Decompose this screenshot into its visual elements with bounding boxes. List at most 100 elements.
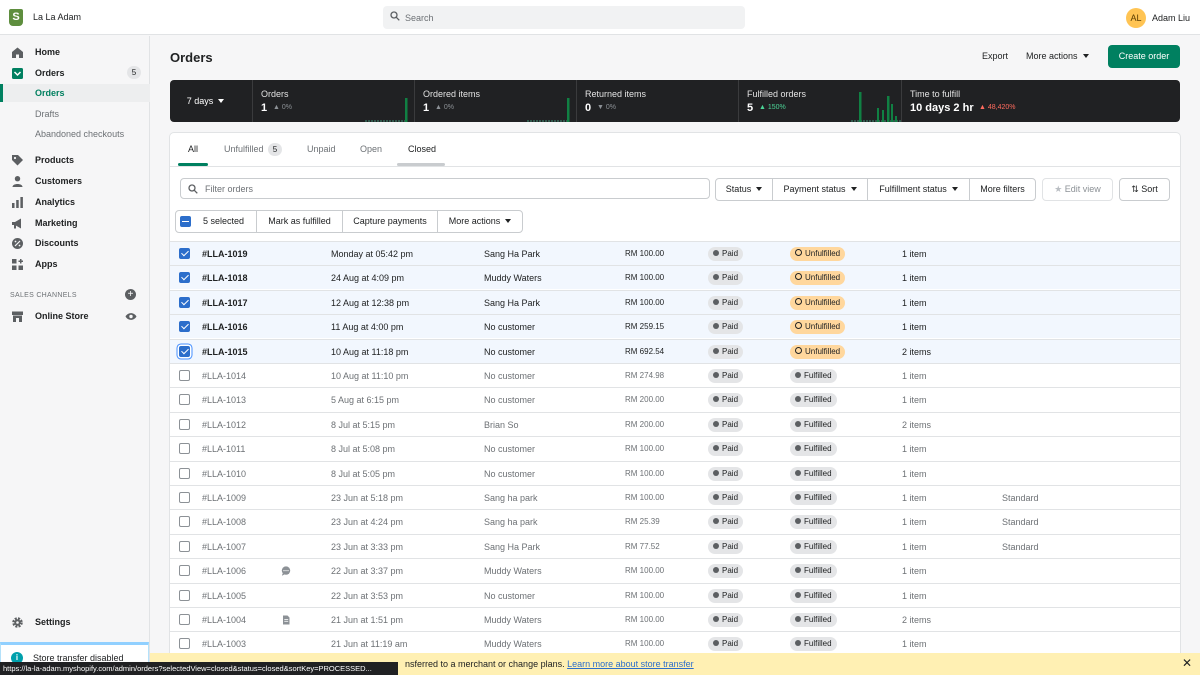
table-row[interactable]: #LLA-1015 10 Aug at 11:18 pm No customer RM… bbox=[170, 338, 1180, 363]
sidebar-item-apps[interactable]: Apps bbox=[0, 254, 150, 274]
table-row[interactable]: #LLA-1004 21 Jun at 1:51 pm Muddy Waters RM… bbox=[170, 607, 1180, 631]
edit-view-button[interactable]: ★ Edit view bbox=[1042, 178, 1113, 201]
table-row[interactable]: #LLA-1010 8 Jul at 5:05 pm No customer RM 1… bbox=[170, 460, 1180, 485]
search-bar[interactable]: Search bbox=[383, 6, 745, 29]
indeterminate-checkbox[interactable] bbox=[180, 216, 191, 227]
add-sales-channel-icon[interactable]: + bbox=[125, 289, 136, 300]
learn-more-link[interactable]: Learn more about store transfer bbox=[567, 659, 694, 669]
metric-ordered-items[interactable]: Ordered items 1 ▲ 0% bbox=[414, 80, 576, 122]
table-row[interactable]: #LLA-1018 24 Aug at 4:09 pm Muddy Waters RM… bbox=[170, 265, 1180, 290]
sidebar-item-discounts[interactable]: Discounts bbox=[0, 233, 150, 253]
metric-time-to-fulfill[interactable]: Time to fulfill 10 days 2 hr ▲ 48,420% bbox=[901, 80, 1180, 122]
sidebar-item-home[interactable]: Home bbox=[0, 42, 150, 62]
row-checkbox[interactable] bbox=[179, 516, 190, 528]
row-checkbox[interactable] bbox=[179, 394, 190, 406]
order-number[interactable]: #LLA-1013 bbox=[202, 395, 247, 406]
order-number[interactable]: #LLA-1003 bbox=[202, 639, 247, 650]
row-checkbox[interactable] bbox=[179, 443, 190, 455]
order-number[interactable]: #LLA-1010 bbox=[202, 468, 247, 479]
row-checkbox[interactable] bbox=[179, 614, 190, 625]
table-row[interactable]: #LLA-1014 10 Aug at 11:10 pm No customer RM… bbox=[170, 363, 1180, 387]
period-selector[interactable]: 7 days bbox=[178, 91, 233, 111]
row-checkbox[interactable] bbox=[179, 540, 190, 552]
metric-returned-items[interactable]: Returned items 0 ▼ 0% bbox=[576, 80, 738, 122]
row-checkbox[interactable] bbox=[179, 492, 190, 503]
sidebar-item-customers[interactable]: Customers bbox=[0, 171, 150, 191]
order-number[interactable]: #LLA-1011 bbox=[202, 444, 246, 455]
sort-button[interactable]: ⇅ Sort bbox=[1119, 178, 1170, 201]
table-row[interactable]: #LLA-1017 12 Aug at 12:38 pm Sang Ha Park R… bbox=[170, 289, 1180, 314]
tab-unfulfilled[interactable]: Unfulfilled bbox=[224, 144, 264, 154]
tab-open[interactable]: Open bbox=[360, 144, 383, 154]
row-checkbox[interactable] bbox=[179, 272, 190, 284]
order-number[interactable]: #LLA-1005 bbox=[202, 590, 247, 601]
mark-as-fulfilled-button[interactable]: Mark as fulfilled bbox=[256, 210, 343, 233]
sidebar-item-products[interactable]: Products bbox=[0, 150, 150, 170]
sidebar-item-drafts[interactable]: Drafts bbox=[0, 105, 150, 123]
sidebar-item-orders[interactable]: Orders 5 bbox=[0, 63, 150, 83]
sidebar-item-online-store[interactable]: Online Store bbox=[0, 306, 150, 326]
sidebar-item-orders-sub[interactable]: Orders bbox=[0, 84, 150, 102]
order-number[interactable]: #LLA-1014 bbox=[202, 371, 247, 381]
table-row[interactable]: #LLA-1009 23 Jun at 5:18 pm Sang ha park RM… bbox=[170, 485, 1180, 509]
row-checkbox[interactable] bbox=[179, 418, 190, 430]
table-row[interactable]: #LLA-1019 Monday at 05:42 pm Sang Ha Park R… bbox=[170, 241, 1180, 265]
row-checkbox[interactable] bbox=[179, 638, 190, 650]
table-row[interactable]: #LLA-1011 8 Jul at 5:08 pm No customer RM 1… bbox=[170, 436, 1180, 460]
sidebar-item-marketing[interactable]: Marketing bbox=[0, 213, 150, 233]
filter-orders-input[interactable] bbox=[205, 182, 695, 196]
row-checkbox[interactable] bbox=[179, 321, 190, 333]
row-checkbox[interactable] bbox=[179, 467, 190, 479]
more-actions-button[interactable]: More actions bbox=[1026, 51, 1089, 61]
bulk-select-control[interactable]: 5 selected bbox=[175, 210, 257, 233]
table-row[interactable]: #LLA-1016 11 Aug at 4:00 pm No customer RM … bbox=[170, 314, 1180, 339]
order-number[interactable]: #LLA-1015 bbox=[202, 346, 248, 357]
filter-orders-field[interactable] bbox=[180, 178, 710, 199]
sidebar-item-settings[interactable]: Settings bbox=[0, 612, 150, 632]
table-row[interactable]: #LLA-1003 21 Jun at 11:19 am Muddy Waters R… bbox=[170, 631, 1180, 655]
tab-unpaid[interactable]: Unpaid bbox=[307, 144, 336, 154]
metric-fulfilled-orders[interactable]: Fulfilled orders 5 ▲ 150% bbox=[738, 80, 901, 122]
table-row[interactable]: #LLA-1013 5 Aug at 6:15 pm No customer RM 2… bbox=[170, 387, 1180, 411]
store-name[interactable]: La La Adam bbox=[33, 12, 82, 22]
user-name[interactable]: Adam Liu bbox=[1152, 13, 1191, 23]
tab-all[interactable]: All bbox=[188, 144, 199, 154]
row-checkbox[interactable] bbox=[179, 296, 190, 308]
table-row[interactable]: #LLA-1005 22 Jun at 3:53 pm No customer RM … bbox=[170, 582, 1180, 607]
eye-icon[interactable] bbox=[125, 312, 137, 321]
order-number[interactable]: #LLA-1009 bbox=[202, 493, 247, 503]
order-number[interactable]: #LLA-1006 bbox=[202, 566, 247, 577]
row-checkbox[interactable] bbox=[179, 345, 190, 357]
status-filter-button[interactable]: Status bbox=[715, 178, 773, 201]
close-icon[interactable]: ✕ bbox=[1182, 656, 1193, 670]
shopify-logo-icon[interactable]: S bbox=[9, 9, 23, 26]
payment-status-filter-button[interactable]: Payment status bbox=[772, 178, 868, 201]
metric-orders[interactable]: Orders 1 ▲ 0% bbox=[252, 80, 414, 122]
order-number[interactable]: #LLA-1004 bbox=[202, 615, 247, 625]
tab-closed[interactable]: Closed bbox=[408, 144, 437, 154]
table-row[interactable]: #LLA-1008 23 Jun at 4:24 pm Sang ha park RM… bbox=[170, 509, 1180, 533]
row-checkbox[interactable] bbox=[179, 565, 190, 577]
more-filters-button[interactable]: More filters bbox=[969, 178, 1036, 201]
order-number[interactable]: #LLA-1008 bbox=[202, 517, 247, 528]
create-order-button[interactable]: Create order bbox=[1108, 45, 1180, 68]
sidebar-item-abandoned-checkouts[interactable]: Abandoned checkouts bbox=[0, 125, 150, 143]
order-number[interactable]: #LLA-1016 bbox=[202, 322, 248, 333]
table-row[interactable]: #LLA-1012 8 Jul at 5:15 pm Brian So RM 200.… bbox=[170, 411, 1180, 436]
row-checkbox[interactable] bbox=[179, 248, 190, 259]
sidebar-item-analytics[interactable]: Analytics bbox=[0, 192, 150, 212]
avatar[interactable]: AL bbox=[1126, 8, 1146, 28]
table-row[interactable]: #LLA-1006 22 Jun at 3:37 pm Muddy Waters RM… bbox=[170, 558, 1180, 582]
order-number[interactable]: #LLA-1018 bbox=[202, 273, 248, 284]
bulk-more-actions-button[interactable]: More actions bbox=[437, 210, 523, 233]
order-number[interactable]: #LLA-1007 bbox=[202, 541, 247, 552]
row-checkbox[interactable] bbox=[179, 589, 190, 601]
fulfillment-status-filter-button[interactable]: Fulfillment status bbox=[867, 178, 970, 201]
order-number[interactable]: #LLA-1012 bbox=[202, 419, 247, 430]
order-number[interactable]: #LLA-1019 bbox=[202, 249, 248, 259]
order-number[interactable]: #LLA-1017 bbox=[202, 297, 248, 308]
table-row[interactable]: #LLA-1007 23 Jun at 3:33 pm Sang Ha Park RM… bbox=[170, 533, 1180, 558]
capture-payments-button[interactable]: Capture payments bbox=[342, 210, 438, 233]
row-checkbox[interactable] bbox=[179, 370, 190, 381]
export-button[interactable]: Export bbox=[982, 51, 1009, 61]
